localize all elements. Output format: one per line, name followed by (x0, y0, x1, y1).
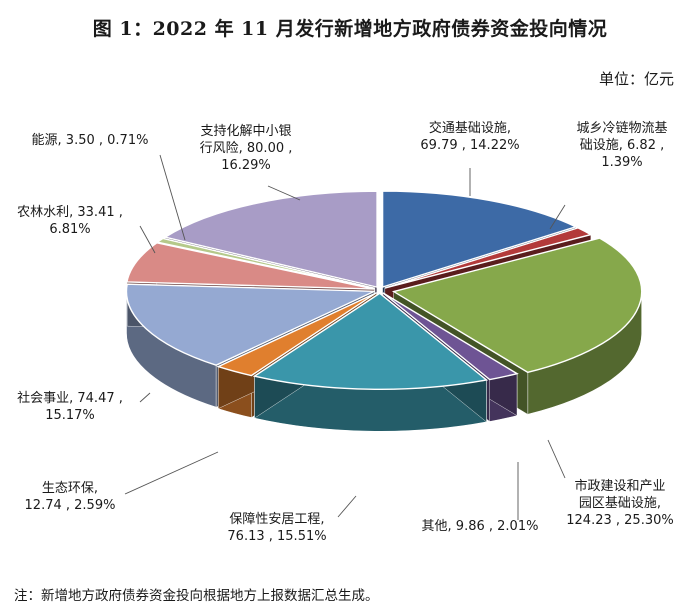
slice-label-6: 生态环保, 12.74 , 2.59% (25, 481, 116, 513)
leader-line-3 (547, 439, 566, 479)
pie-slice-6 (216, 292, 377, 377)
slice-label-4: 其他, 9.86 , 2.01% (422, 519, 539, 534)
leader-line-6 (124, 451, 219, 495)
leader-line-7 (139, 392, 151, 403)
slice-label-9: 能源, 3.50 , 0.71% (32, 133, 149, 148)
pie-slice-8 (126, 242, 375, 290)
leader-line-9 (159, 154, 186, 241)
slice-label-7: 社会事业, 74.47 , 15.17% (17, 390, 123, 423)
slice-label-10: 支持化解中小银行风险, 80.00 , 16.29% (200, 124, 293, 173)
chart-title: 图 1：2022 年 11 月发行新增地方政府债券资金投向情况 (92, 18, 608, 40)
slice-label-8: 农林水利, 33.41 , 6.81% (17, 205, 123, 237)
slice-label-1: 交通基础设施, 69.79 , 14.22% (420, 120, 519, 153)
leader-line-10 (267, 185, 301, 201)
pie-slice-7 (125, 283, 375, 366)
pie-slice-10 (163, 190, 378, 289)
slice-label-3: 市政建设和产业园区基础设施, 124.23 , 25.30% (566, 478, 673, 528)
slice-label-2: 城乡冷链物流基础设施, 6.82 , 1.39% (576, 121, 667, 170)
slice-label-5: 保障性安居工程, 76.13 , 15.51% (227, 512, 326, 544)
leader-line-2 (549, 204, 566, 230)
pie-slice-2 (384, 227, 593, 289)
pie-slice-5 (252, 292, 489, 390)
footnote: 注：新增地方政府债券资金投向根据地方上报数据汇总生成。 (14, 588, 379, 604)
unit-label: 单位：亿元 (598, 70, 674, 88)
pie-slice-1 (381, 190, 578, 288)
leader-line-5 (337, 495, 357, 518)
leader-line-8 (139, 225, 156, 254)
pie-slice-4 (382, 292, 519, 381)
pie-slice-3 (391, 237, 643, 374)
pie-slice-9 (155, 237, 375, 290)
